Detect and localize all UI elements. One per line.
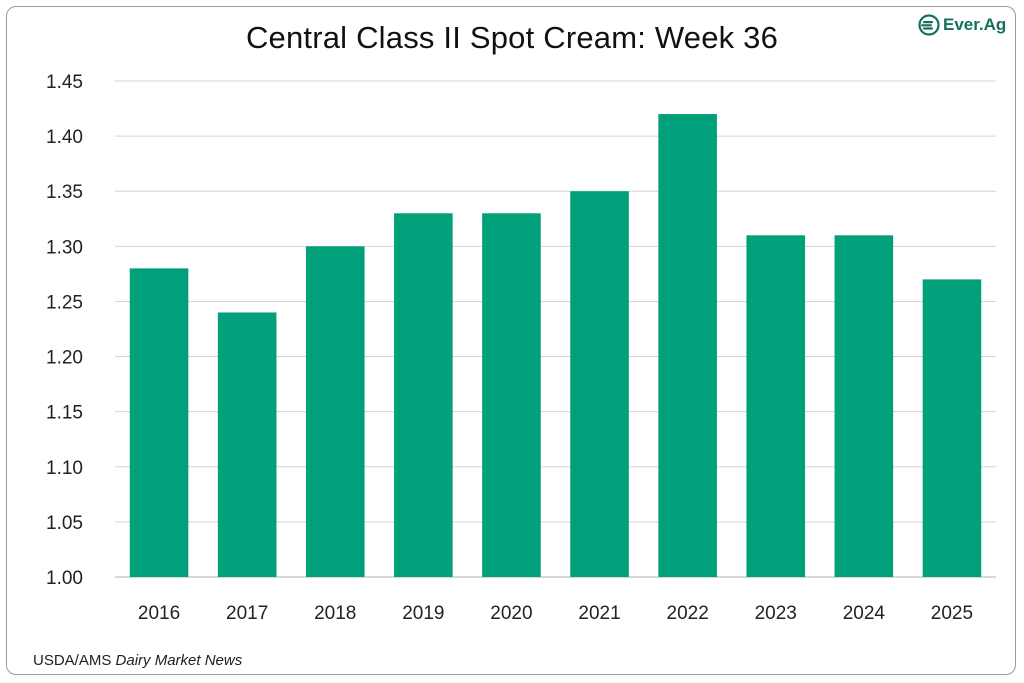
x-tick-label: 2019 (402, 603, 444, 624)
y-axis-ticks: 1.00 1.05 1.10 1.15 1.20 1.25 1.30 1.35 1.40 1.45 (46, 72, 83, 589)
x-tick-label: 2016 (138, 603, 180, 624)
x-tick-label: 2022 (667, 603, 709, 624)
x-tick-label: 2018 (314, 603, 356, 624)
x-tick-label: 2023 (755, 603, 797, 624)
x-tick-label: 2021 (578, 603, 620, 624)
y-tick-label: 1.05 (46, 513, 83, 534)
bars (129, 114, 982, 578)
y-tick-label: 1.40 (46, 127, 83, 148)
x-tick-label: 2024 (843, 603, 886, 624)
x-axis-ticks: 2016 2017 2018 2019 2020 2021 2022 2023 2024 2025 (138, 603, 973, 624)
bar-2022 (658, 114, 717, 578)
y-tick-label: 1.20 (46, 348, 83, 369)
bar-2025 (922, 279, 982, 577)
y-tick-label: 1.00 (46, 568, 83, 589)
source-publication: Dairy Market News (115, 652, 243, 669)
y-tick-label: 1.10 (46, 458, 83, 479)
logo-text: Ever.Ag (943, 15, 1007, 34)
bar-2021 (570, 191, 629, 577)
x-tick-label: 2025 (931, 603, 973, 624)
y-tick-label: 1.15 (46, 403, 83, 424)
bar-2023 (746, 235, 806, 578)
bar-2016 (129, 268, 189, 577)
y-tick-label: 1.45 (46, 72, 83, 93)
x-tick-label: 2017 (226, 603, 268, 624)
y-tick-label: 1.25 (46, 292, 83, 313)
source-prefix: USDA/AMS (33, 652, 112, 669)
y-tick-label: 1.35 (46, 182, 83, 203)
bar-2024 (834, 235, 894, 578)
chart-title: Central Class II Spot Cream: Week 36 (245, 20, 779, 55)
bar-2017 (217, 312, 277, 577)
ever-ag-logo-icon (918, 14, 940, 36)
bar-2019 (394, 213, 453, 577)
x-tick-label: 2020 (490, 603, 532, 624)
y-tick-label: 1.30 (46, 237, 83, 258)
source-note: USDA/AMS Dairy Market News (33, 652, 242, 669)
bar-2020 (482, 213, 541, 577)
bar-2018 (305, 246, 365, 578)
brand-logo: Ever.Ag (918, 13, 1006, 37)
